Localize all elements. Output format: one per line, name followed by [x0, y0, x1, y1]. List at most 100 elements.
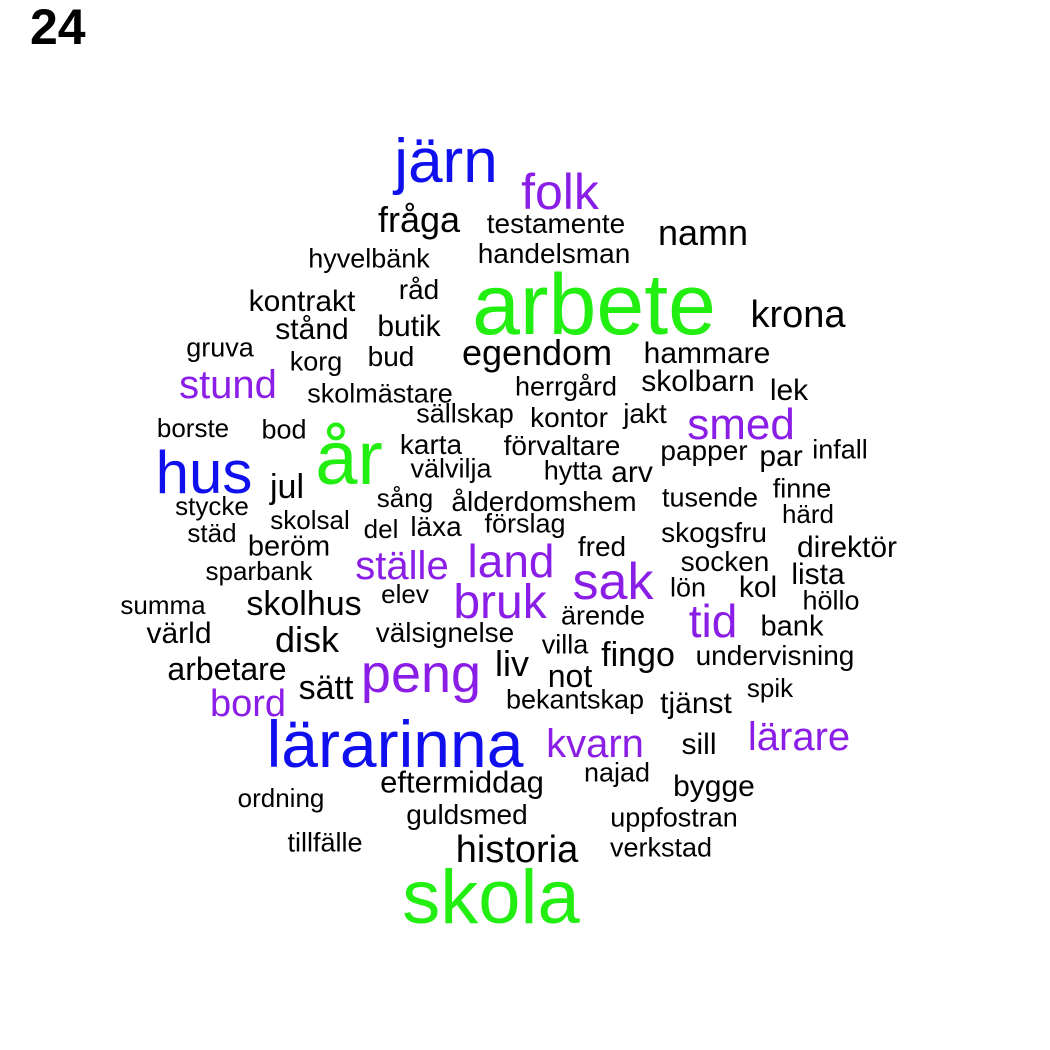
word-ålderdomshem: ålderdomshem [451, 486, 637, 517]
word-testamente: testamente [486, 208, 626, 239]
word-egendom: egendom [461, 332, 613, 373]
word-bekantskap: bekantskap [505, 684, 645, 715]
word-kontor: kontor [530, 402, 608, 433]
page-number: 24 [30, 0, 86, 55]
word-kol: kol [738, 571, 778, 604]
word-skolmästare: skolmästare [307, 378, 453, 409]
word-elev: elev [381, 579, 429, 609]
word-järn: järn [394, 127, 498, 196]
word-peng: peng [360, 644, 482, 704]
word-guldsmed: guldsmed [406, 799, 528, 830]
word-finne: finne [772, 473, 832, 504]
word-kvarn: kvarn [546, 722, 644, 766]
word-stånd: stånd [275, 313, 349, 346]
word-lärarinna: lärarinna [266, 707, 524, 781]
word-skola: skola [402, 855, 580, 940]
word-välsignelse: välsignelse [375, 617, 515, 648]
word-korg: korg [289, 346, 343, 377]
word-krona: krona [750, 294, 846, 336]
word-socken: socken [680, 546, 770, 577]
word-ärende: ärende [560, 600, 646, 631]
word-lek: lek [769, 374, 809, 407]
word-uppfostran: uppfostran [610, 802, 738, 833]
word-skogsfru: skogsfru [661, 517, 767, 548]
word-land: land [467, 535, 555, 587]
word-eftermiddag: eftermiddag [380, 764, 544, 800]
word-hammare: hammare [643, 337, 771, 370]
word-läxa: läxa [410, 511, 462, 542]
word-skolbarn: skolbarn [641, 365, 755, 398]
word-städ: städ [187, 518, 237, 548]
word-stund: stund [179, 363, 277, 407]
word-bod: bod [261, 414, 307, 445]
word-villa: villa [541, 629, 589, 660]
word-summa: summa [120, 590, 206, 620]
word-undervisning: undervisning [695, 640, 855, 671]
word-sätt: sätt [298, 669, 354, 707]
word-par: par [759, 440, 803, 473]
word-karta: karta [399, 429, 463, 460]
word-borste: borste [156, 413, 230, 443]
word-sill: sill [681, 728, 717, 761]
word-lön: lön [669, 572, 707, 603]
word-disk: disk [274, 619, 340, 660]
word-skolhus: skolhus [246, 585, 362, 623]
word-papper: papper [660, 435, 748, 466]
word-sällskap: sällskap [416, 398, 514, 429]
word-bruk: bruk [453, 576, 547, 629]
word-fred: fred [577, 531, 627, 562]
word-not: not [547, 658, 593, 694]
word-namn: namn [657, 212, 749, 253]
word-kontrakt: kontrakt [248, 285, 356, 318]
word-gruva: gruva [186, 332, 254, 363]
word-arbetare: arbetare [167, 651, 287, 687]
word-förvaltare: förvaltare [503, 430, 621, 461]
word-infall: infall [812, 434, 868, 465]
word-herrgård: herrgård [514, 371, 618, 402]
word-hus: hus [155, 439, 253, 506]
word-sparbank: sparbank [205, 556, 313, 586]
word-verkstad: verkstad [609, 832, 713, 863]
word-sak: sak [572, 553, 654, 611]
word-stycke: stycke [175, 491, 249, 521]
word-folk: folk [521, 164, 599, 220]
word-lärare: lärare [747, 715, 851, 759]
word-höllo: höllo [802, 585, 860, 616]
word-smed: smed [687, 400, 795, 449]
word-handelsman: handelsman [477, 238, 631, 269]
word-bord: bord [209, 683, 287, 725]
word-direktör: direktör [796, 531, 898, 564]
word-förslag: förslag [484, 508, 566, 539]
word-arv: arv [611, 456, 653, 489]
word-del: del [363, 514, 399, 544]
word-fråga: fråga [377, 199, 461, 240]
word-ordning: ordning [237, 783, 325, 813]
word-värld: värld [146, 617, 212, 650]
word-historia: historia [455, 829, 579, 871]
word-najad: najad [583, 757, 651, 788]
word-liv: liv [495, 643, 529, 684]
word-lista: lista [791, 558, 845, 591]
word-butik: butik [377, 310, 441, 343]
word-välvilja: välvilja [410, 453, 492, 484]
word-år: år [315, 416, 383, 501]
word-bank: bank [760, 610, 824, 643]
word-råd: råd [398, 274, 440, 305]
word-fingo: fingo [601, 636, 675, 674]
word-spik: spik [746, 673, 794, 703]
word-jul: jul [269, 468, 305, 506]
word-tusende: tusende [661, 482, 759, 513]
word-bygge: bygge [673, 770, 755, 803]
word-sång: sång [376, 483, 434, 513]
word-tid: tid [688, 595, 738, 647]
word-ställe: ställe [355, 544, 449, 588]
word-härd: härd [781, 499, 835, 529]
word-skolsal: skolsal [270, 505, 350, 535]
word-tillfälle: tillfälle [287, 827, 363, 858]
word-jakt: jakt [623, 398, 667, 429]
word-hyvelbänk: hyvelbänk [308, 243, 430, 274]
word-tjänst: tjänst [660, 687, 732, 720]
word-beröm: beröm [247, 530, 331, 563]
word-bud: bud [367, 341, 415, 372]
